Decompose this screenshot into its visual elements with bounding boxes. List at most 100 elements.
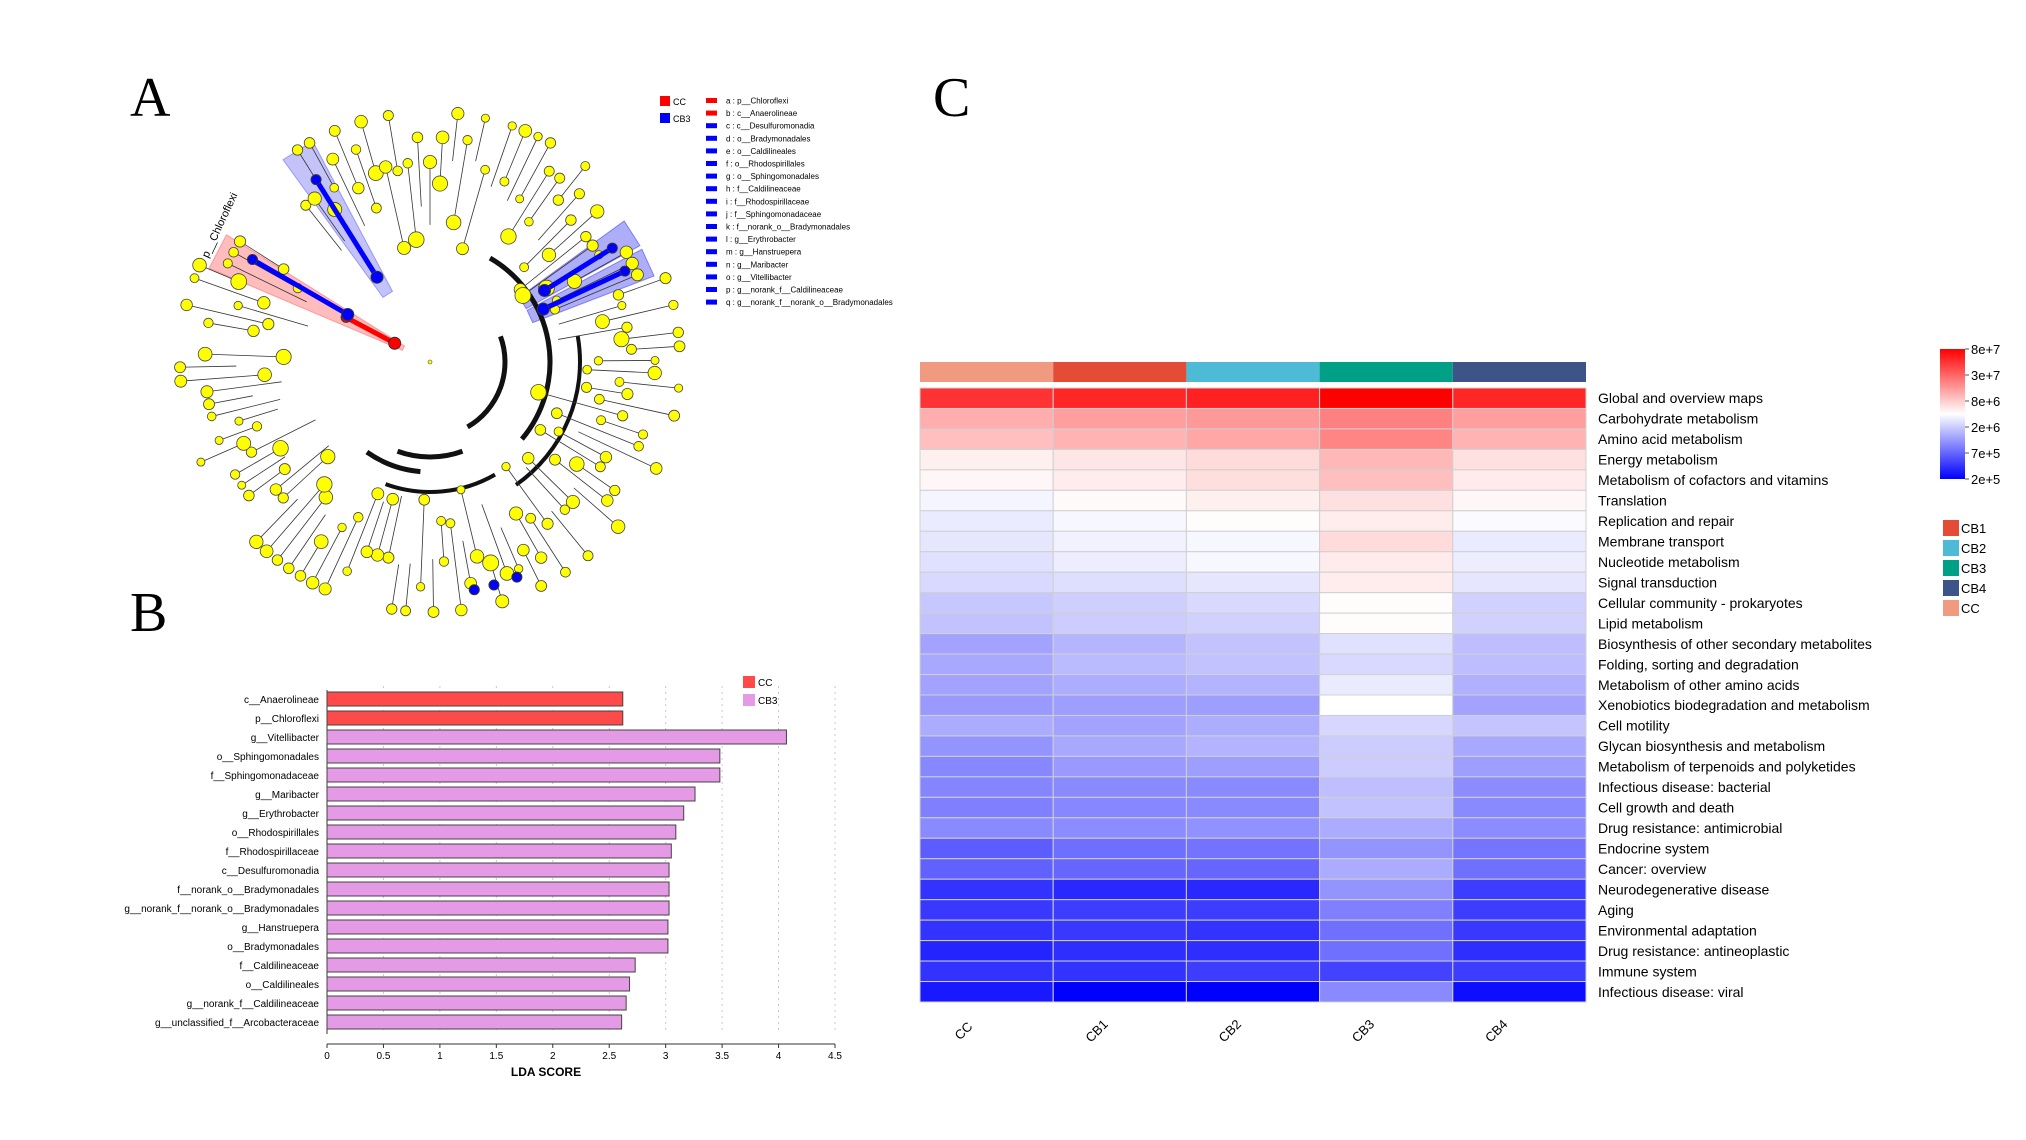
clade-node [352, 181, 365, 195]
clade-node [647, 365, 662, 381]
x-tick-label: 0 [324, 1051, 330, 1062]
clade-node [633, 441, 644, 452]
heatmap-cell [1452, 407, 1587, 430]
heatmap-cell [1452, 899, 1587, 921]
clade-node [530, 384, 547, 401]
clade-node [514, 287, 532, 304]
clade-node [613, 331, 630, 348]
heatmap-cell [1452, 633, 1587, 655]
heatmap-cell [1185, 489, 1321, 512]
category-label: g__Vitellibacter [251, 733, 320, 744]
heatmap-cell [1052, 899, 1187, 921]
clade-node [408, 231, 425, 248]
clade-branch-cc [344, 315, 396, 346]
clade-branch [377, 499, 394, 556]
clade-node [230, 273, 247, 290]
clade-branch [537, 193, 580, 241]
clade-branch [586, 386, 628, 395]
clade-branch [200, 443, 244, 463]
heatmap-cell [1052, 694, 1187, 716]
heatmap-cell [1452, 960, 1587, 983]
bar-f__Caldilineaceae [326, 957, 636, 973]
clade-node [582, 550, 594, 562]
clade-branch [538, 391, 623, 417]
clade-node [435, 130, 450, 145]
row-label: Cell growth and death [1598, 800, 1734, 816]
clade-branch [432, 559, 434, 612]
heatmap-cell [919, 776, 1054, 798]
heatmap-cell [1052, 653, 1187, 676]
clade-node [619, 245, 634, 259]
heatmap-cell [1052, 714, 1187, 737]
row-label: Cellular community - prokaryotes [1598, 595, 1803, 611]
clade-node [337, 522, 347, 533]
category-label: g__Erythrobacter [242, 809, 319, 820]
category-label: g__norank_f__norank_o__Bradymonadales [124, 904, 319, 915]
x-tick-label: 1 [437, 1051, 443, 1062]
clade-branch [420, 499, 425, 587]
heatmap-cell [1185, 633, 1321, 655]
clade-node [386, 492, 399, 506]
heatmap-cell [1319, 407, 1454, 430]
clade-node [553, 426, 564, 437]
clade-node [617, 301, 627, 311]
heatmap-cell [1319, 694, 1454, 716]
clade-branch [508, 170, 550, 237]
clade-branch [405, 563, 411, 611]
clade-branch [557, 326, 628, 340]
clade-node [318, 582, 332, 596]
row-label: Amino acid metabolism [1598, 431, 1743, 447]
heatmap-cell [1185, 878, 1321, 901]
heatmap-cell [1185, 960, 1321, 983]
clade-node [580, 381, 593, 393]
clade-node [673, 340, 686, 353]
clade-node [382, 110, 394, 121]
heatmap-cell [1452, 796, 1587, 819]
legend-swatch-cc [660, 96, 670, 106]
clade-branch-arc [384, 472, 496, 494]
heatmap-cell [1052, 755, 1187, 778]
clade-node [234, 416, 244, 426]
clade-branch [619, 381, 679, 389]
clade-node [436, 516, 447, 526]
clade-node [445, 214, 462, 231]
clade-branch [631, 345, 680, 350]
clade-node [197, 346, 213, 362]
category-label: f__Rhodospirillaceae [226, 847, 320, 858]
heatmap-cell [1452, 878, 1587, 901]
group-bar-cb1 [1053, 362, 1187, 382]
clade-branch [522, 245, 593, 296]
heatmap-cell [1452, 489, 1587, 512]
taxon-legend-item: c : c__Desulfuromonadia [726, 122, 815, 131]
heatmap-cell [919, 428, 1054, 450]
heatmap-cell [919, 469, 1054, 491]
legend-label-cc: CC [673, 97, 686, 107]
row-label: Global and overview maps [1598, 390, 1763, 406]
clade-node [610, 519, 626, 534]
heatmap-cell [1319, 940, 1454, 962]
clade-node [625, 256, 639, 270]
heatmap-cell [1052, 510, 1187, 532]
clade-node [206, 411, 217, 422]
taxon-legend-item: p : g__norank_f__Caldilineaceae [726, 286, 844, 295]
clade-node [371, 487, 385, 501]
clade-node [230, 469, 241, 480]
taxon-legend-swatch [706, 198, 717, 204]
x-tick-label: 2 [550, 1051, 556, 1062]
clade-node [637, 429, 649, 440]
clade-branch-arc [396, 448, 464, 460]
heatmap-cell [1452, 510, 1587, 532]
category-label: g__norank_f__Caldilineaceae [187, 999, 320, 1010]
heatmap-cell [1452, 858, 1587, 880]
colorbar-tick-label: 8e+6 [1971, 394, 2000, 409]
clade-node [294, 570, 307, 582]
clade-node [565, 214, 577, 226]
x-tick-label: 0.5 [376, 1051, 390, 1062]
heatmap-cell [1052, 428, 1187, 450]
heatmap-cell [1319, 530, 1454, 553]
heatmap-cell [1052, 448, 1187, 471]
group-legend-label-cb3: CB3 [1961, 561, 1986, 576]
heatmap-cell [1452, 755, 1587, 778]
clade-branch [180, 374, 265, 382]
